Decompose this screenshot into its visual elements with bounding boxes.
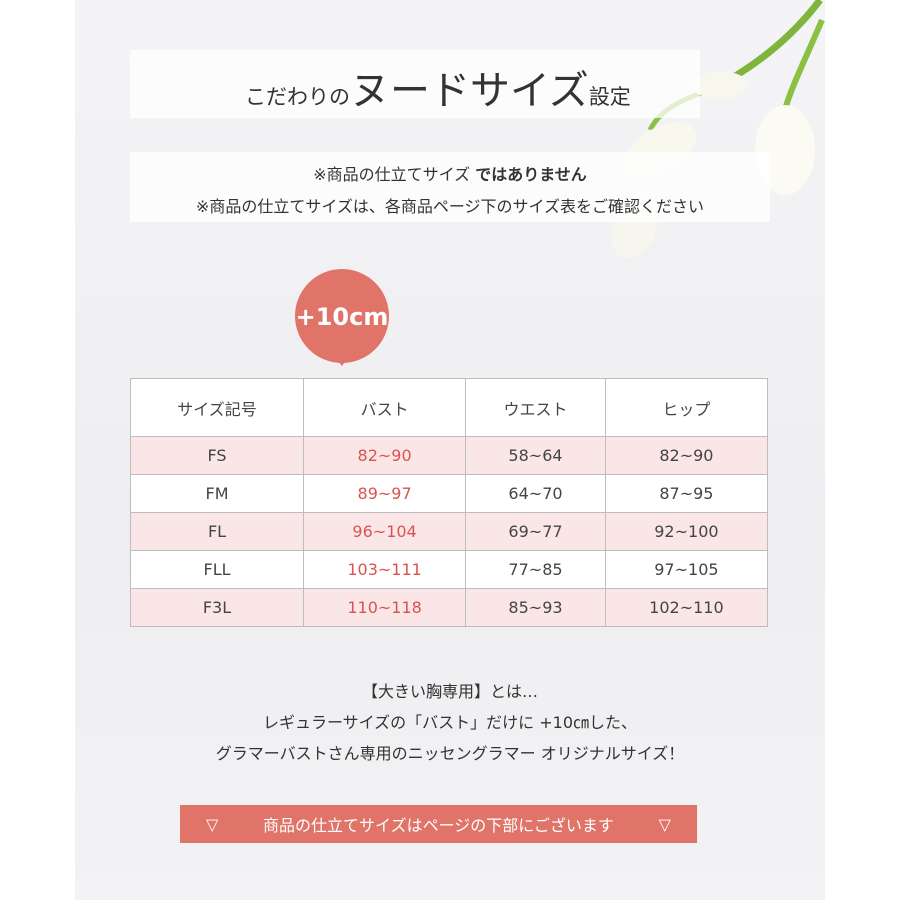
- table-cell: FM: [130, 474, 304, 513]
- notes-band: [130, 152, 770, 222]
- note-bold: ではありません: [475, 165, 587, 184]
- table-row: FS 82~90 58~64 82~90: [130, 436, 769, 475]
- table-cell: FS: [130, 436, 304, 475]
- table-cell: 87~95: [604, 474, 769, 513]
- table-cell: 64~70: [465, 474, 606, 513]
- header-cell: ヒップ: [604, 378, 769, 437]
- table-row: FM 89~97 64~70 87~95: [130, 474, 769, 513]
- table-cell: FL: [130, 512, 304, 551]
- table-cell: 92~100: [604, 512, 769, 551]
- table-row: FL 96~104 69~77 92~100: [130, 512, 769, 551]
- note-1: ※商品の仕立てサイズ ではありません: [130, 161, 770, 185]
- title-post: 設定: [588, 85, 631, 109]
- table-cell: 97~105: [604, 550, 769, 589]
- table-cell: 85~93: [465, 588, 606, 627]
- title-main: ヌードサイズ: [350, 68, 589, 114]
- table-cell: 58~64: [465, 436, 606, 475]
- table-cell: F3L: [130, 588, 304, 627]
- table-cell: 96~104: [302, 512, 467, 551]
- flower-decoration: [611, 0, 825, 259]
- table-cell: 103~111: [302, 550, 467, 589]
- button[interactable]: ▽ 商品の仕立てサイズはページの下部にございます ▽: [180, 805, 697, 843]
- badge: +10cm: [295, 269, 389, 366]
- header-cell: サイズ記号: [130, 378, 304, 437]
- badge-text: +10cm: [296, 303, 389, 331]
- header-cell: ウエスト: [465, 378, 606, 437]
- title: こだわりのヌードサイズ設定: [245, 58, 631, 116]
- table-cell: FLL: [130, 550, 304, 589]
- note-2: ※商品の仕立てサイズは、各商品ページ下のサイズ表をご確認ください: [195, 197, 705, 216]
- desc-line: グラマーバストさん専用のニッセングラマー オリジナルサイズ！: [215, 744, 685, 763]
- table-row: FLL 103~111 77~85 97~105: [130, 550, 769, 589]
- table-cell: 89~97: [302, 474, 467, 513]
- button-icon: ▽: [206, 814, 219, 834]
- table-cell: 69~77: [465, 512, 606, 551]
- size-table: サイズ記号 バスト ウエスト ヒップ FS 82~90 58~64 82~90 FM 89~97 6…: [130, 378, 769, 627]
- table-cell: 82~90: [302, 436, 467, 475]
- table-cell: 102~110: [604, 588, 769, 627]
- table-cell: 77~85: [465, 550, 606, 589]
- header-row: サイズ記号 バスト ウエスト ヒップ: [130, 378, 769, 437]
- description: 【大きい胸専用】とは… レギュラーサイズの「バスト」だけに +10㎝した、 グラ…: [0, 676, 900, 769]
- table-cell: 82~90: [604, 436, 769, 475]
- button-icon: ▽: [658, 814, 671, 834]
- desc-line: 【大きい胸専用】とは…: [361, 682, 538, 701]
- title-band: [130, 50, 700, 118]
- note-plain: ※商品の仕立てサイズ: [313, 165, 471, 184]
- table-row: F3L 110~118 85~93 102~110: [130, 588, 769, 627]
- table-cell: 110~118: [302, 588, 467, 627]
- header-cell: バスト: [302, 378, 467, 437]
- desc-line: レギュラーサイズの「バスト」だけに +10㎝した、: [262, 713, 638, 732]
- button-label: 商品の仕立てサイズはページの下部にございます: [263, 816, 614, 835]
- title-pre: こだわりの: [245, 85, 350, 109]
